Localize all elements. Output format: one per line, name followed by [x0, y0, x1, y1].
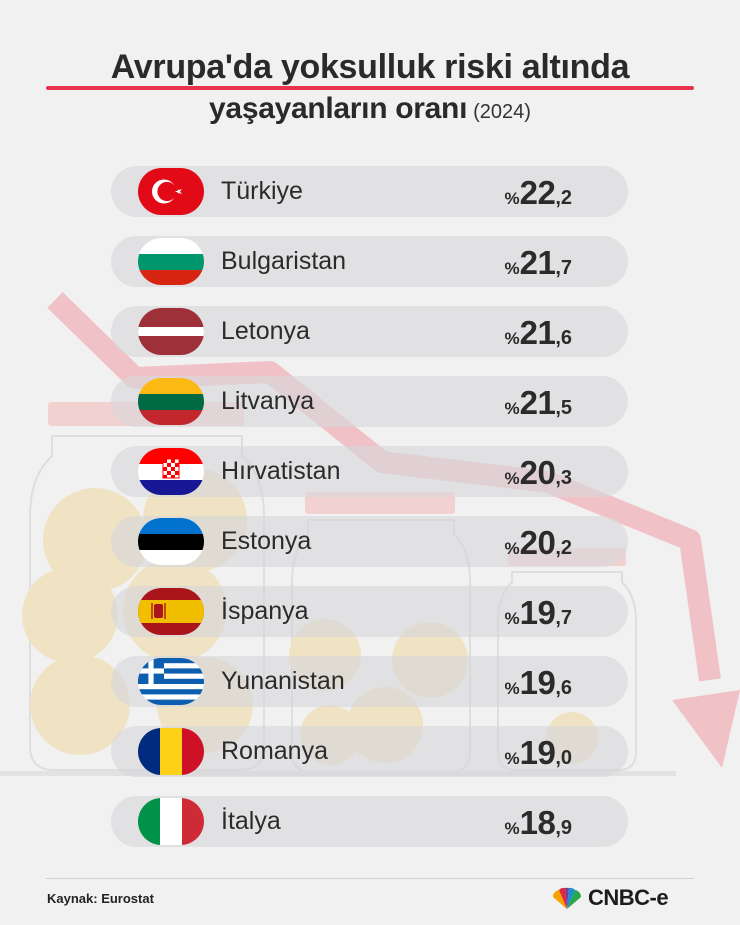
country-label: Yunanistan — [221, 667, 345, 695]
country-label: İtalya — [221, 807, 281, 835]
country-label: Bulgaristan — [221, 247, 347, 275]
data-row: İtalya %18,9 — [111, 796, 628, 847]
chart-title-line2: yaşayanların oranı (2024) — [0, 92, 740, 126]
data-row: Romanya %19,0 — [111, 726, 628, 777]
value-label: %20,2 — [504, 524, 572, 562]
data-row: İspanya %19,7 — [111, 586, 628, 637]
value-percent-sign: % — [504, 329, 520, 348]
peacock-icon — [552, 887, 582, 909]
greece-flag-icon — [138, 658, 204, 705]
value-percent-sign: % — [504, 749, 520, 768]
value-percent-sign: % — [504, 469, 520, 488]
value-integer: 20 — [519, 524, 556, 561]
data-row: Hırvatistan %20,3 — [111, 446, 628, 497]
country-label: Litvanya — [221, 387, 315, 415]
value-decimal: ,3 — [555, 467, 572, 489]
value-percent-sign: % — [504, 819, 520, 838]
value-label: %19,6 — [504, 664, 572, 702]
value-decimal: ,2 — [555, 537, 572, 559]
title-underline — [46, 86, 694, 90]
value-integer: 19 — [519, 734, 556, 771]
value-integer: 20 — [519, 454, 556, 491]
value-decimal: ,9 — [555, 817, 572, 839]
value-decimal: ,6 — [555, 327, 572, 349]
italy-flag-icon — [138, 798, 204, 845]
data-row: Yunanistan %19,6 — [111, 656, 628, 707]
cnbc-e-logo: CNBC-e — [550, 884, 669, 912]
value-decimal: ,5 — [555, 397, 572, 419]
chart-title-line1: Avrupa'da yoksulluk riski altında — [110, 48, 630, 86]
logo-text: CNBC-e — [588, 885, 669, 910]
value-integer: 22 — [519, 174, 556, 211]
latvia-flag-icon — [138, 308, 204, 355]
footer-divider — [46, 878, 694, 879]
value-percent-sign: % — [504, 539, 520, 558]
value-integer: 21 — [519, 314, 556, 351]
data-row: Bulgaristan %21,7 — [111, 236, 628, 287]
value-integer: 19 — [519, 594, 556, 631]
chart-year: (2024) — [473, 101, 531, 123]
country-label: Estonya — [221, 527, 312, 555]
value-label: %21,7 — [504, 244, 572, 282]
spain-flag-icon — [138, 588, 204, 635]
lithuania-flag-icon — [138, 378, 204, 425]
country-label: Türkiye — [221, 177, 303, 205]
data-row: Estonya %20,2 — [111, 516, 628, 567]
value-decimal: ,0 — [555, 747, 572, 769]
value-percent-sign: % — [504, 259, 520, 278]
data-row: Letonya %21,6 — [111, 306, 628, 357]
country-label: Hırvatistan — [221, 457, 341, 485]
value-decimal: ,7 — [555, 257, 572, 279]
value-label: %21,5 — [504, 384, 572, 422]
value-label: %20,3 — [504, 454, 572, 492]
value-percent-sign: % — [504, 399, 520, 418]
value-decimal: ,6 — [555, 677, 572, 699]
value-integer: 18 — [519, 804, 556, 841]
country-label: Letonya — [221, 317, 310, 345]
chart-title-text: yaşayanların oranı — [209, 92, 468, 125]
value-label: %22,2 — [504, 174, 572, 212]
value-percent-sign: % — [504, 189, 520, 208]
value-label: %19,0 — [504, 734, 572, 772]
data-row: Türkiye %22,2 — [111, 166, 628, 217]
estonia-flag-icon — [138, 518, 204, 565]
croatia-flag-icon — [138, 448, 204, 495]
value-percent-sign: % — [504, 679, 520, 698]
value-percent-sign: % — [504, 609, 520, 628]
turkey-flag-icon — [138, 168, 204, 215]
value-decimal: ,2 — [555, 187, 572, 209]
value-integer: 21 — [519, 384, 556, 421]
romania-flag-icon — [138, 728, 204, 775]
value-integer: 21 — [519, 244, 556, 281]
country-label: İspanya — [221, 597, 309, 625]
country-label: Romanya — [221, 737, 328, 765]
data-row: Litvanya %21,5 — [111, 376, 628, 427]
value-label: %18,9 — [504, 804, 572, 842]
value-integer: 19 — [519, 664, 556, 701]
value-decimal: ,7 — [555, 607, 572, 629]
source-label: Kaynak: Eurostat — [47, 891, 154, 906]
value-label: %19,7 — [504, 594, 572, 632]
bulgaria-flag-icon — [138, 238, 204, 285]
value-label: %21,6 — [504, 314, 572, 352]
